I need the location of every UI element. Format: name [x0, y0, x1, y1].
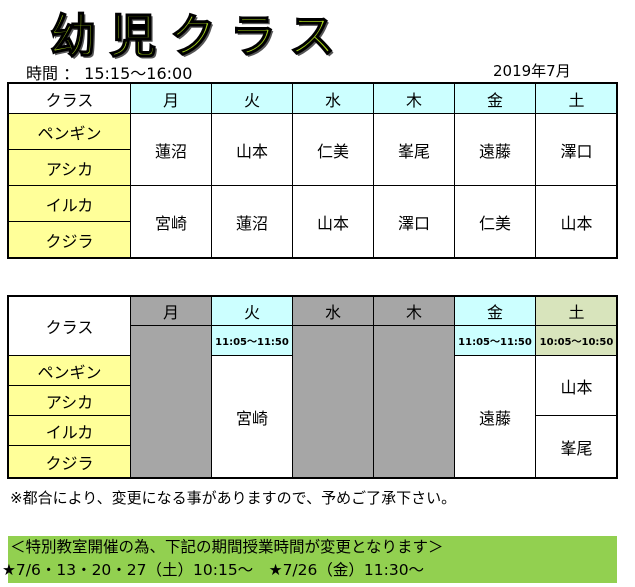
- day-header-thu: 木: [373, 296, 455, 326]
- notice-banner: ＜特別教室開催の為、下記の期間授業時間が変更となります＞ ★7/6・13・20・…: [2, 536, 617, 583]
- notice-heading: ＜特別教室開催の為、下記の期間授業時間が変更となります＞: [10, 538, 444, 556]
- class-ashika: アシカ: [8, 385, 131, 416]
- class-kujira: クジラ: [8, 221, 131, 258]
- class-ashika: アシカ: [8, 149, 131, 186]
- notice-dates: ★7/6・13・20・27（土）10:15〜 ★7/26（金）11:30〜: [2, 561, 425, 579]
- class-iruka: イルカ: [8, 185, 131, 222]
- class-iruka: イルカ: [8, 415, 131, 446]
- day-header-mon: 月: [130, 296, 212, 326]
- table-border: [7, 82, 618, 259]
- table-border: [7, 295, 618, 479]
- month-label: 2019年7月: [493, 62, 571, 80]
- page-title: 幼児クラス: [49, 8, 350, 64]
- day-header-fri: 金: [454, 296, 536, 326]
- class-time: 時間 ： 15:15〜16:00: [26, 64, 193, 83]
- note: ※都合により、変更になる事がありますので、予めご了承下さい。: [10, 489, 457, 507]
- day-header-sat: 土: [535, 83, 618, 114]
- class-kujira: クジラ: [8, 445, 131, 478]
- time-tue: 11:05〜11:50: [211, 325, 293, 356]
- class-penguin: ペンギン: [8, 113, 131, 150]
- closed-thu: [373, 325, 455, 478]
